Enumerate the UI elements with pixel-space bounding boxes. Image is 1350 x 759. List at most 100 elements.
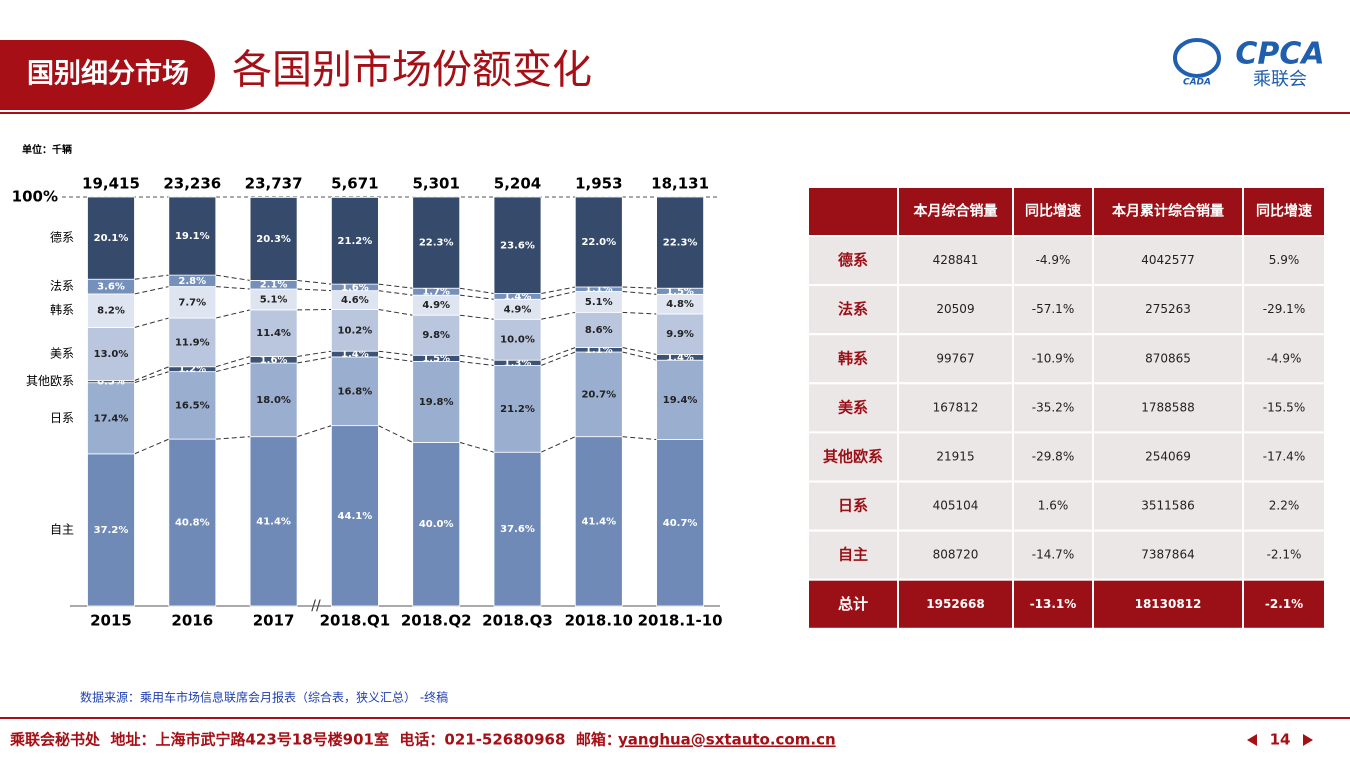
connector [622, 436, 657, 441]
value-label: 37.6% [500, 524, 535, 535]
table-text: 总计 [838, 595, 868, 613]
connector [622, 347, 657, 355]
value-label: 40.8% [175, 518, 210, 529]
table-cell [1242, 186, 1326, 237]
total-label: 5,204 [494, 175, 541, 193]
table-text: -2.1% [1267, 548, 1302, 562]
table-text: 428841 [933, 253, 979, 267]
table-text: 7387864 [1141, 548, 1194, 562]
bar-segment [493, 318, 542, 361]
value-label: 1.3% [504, 358, 532, 369]
table-cell [1012, 529, 1094, 581]
bar-segment [249, 197, 298, 281]
connector [378, 283, 413, 289]
next-arrow[interactable] [1303, 734, 1313, 746]
value-label: 22.0% [581, 237, 616, 248]
table-text: 其他欧系 [823, 447, 883, 465]
table-text: -14.7% [1032, 548, 1074, 562]
connector [459, 360, 495, 367]
connector [134, 438, 169, 455]
header-title: 各国别市场份额变化 [232, 47, 592, 93]
table-cell [807, 578, 899, 630]
x-tick-label: 2015 [90, 612, 132, 630]
total-label: 1,953 [575, 175, 622, 193]
table-text: 167812 [933, 400, 979, 414]
table-cell [1092, 578, 1244, 630]
value-label: 1.1% [585, 345, 613, 356]
bar-segment [87, 196, 135, 280]
table-text: -2.1% [1265, 597, 1303, 611]
value-label: 22.3% [419, 238, 454, 249]
table-text: 21915 [936, 449, 974, 463]
table-text: 美系 [838, 398, 868, 416]
connector [215, 362, 251, 373]
connector [378, 290, 413, 296]
table-cell [1242, 235, 1326, 287]
table-text: -4.9% [1036, 253, 1071, 267]
connector [540, 436, 576, 453]
value-label: 1.1% [585, 284, 613, 295]
bar-segment [656, 439, 704, 607]
value-label: 11.9% [175, 337, 210, 348]
connector [622, 311, 657, 315]
value-label: 2.8% [178, 276, 206, 287]
table-text: 德系 [838, 251, 868, 269]
value-label: 16.5% [175, 400, 210, 411]
header-tag: 国别细分市场 [27, 58, 189, 90]
table-cell [1012, 431, 1094, 483]
prev-arrow[interactable] [1247, 734, 1257, 746]
connector [297, 279, 332, 285]
table-cell [897, 480, 1014, 532]
table-text: 3511586 [1141, 499, 1194, 513]
table-text: 韩系 [838, 349, 868, 367]
x-tick-label: 2018.1-10 [638, 612, 723, 630]
value-label: 1.6% [341, 282, 369, 293]
value-label: 1.7% [422, 287, 450, 298]
header-tab [0, 40, 215, 110]
value-label: 1.6% [260, 355, 288, 366]
legend-label: 其他欧系 [26, 374, 74, 388]
value-label: 13.0% [94, 349, 129, 360]
x-tick-label: 2018.Q2 [401, 612, 472, 630]
bar-segment [87, 327, 135, 382]
table-cell [897, 186, 1014, 237]
bar-segment [330, 425, 379, 607]
unit-label: 单位：千辆 [22, 143, 72, 156]
value-label: 10.0% [500, 335, 535, 346]
bar-segment [493, 365, 542, 453]
value-label: 19.4% [663, 395, 698, 406]
bar-segment [412, 314, 461, 356]
bar-segment [574, 311, 623, 348]
bar-segment [168, 371, 217, 440]
table-cell [1242, 333, 1326, 385]
value-label: 21.2% [338, 236, 373, 247]
total-label: 5,301 [412, 175, 459, 193]
value-label: 41.4% [581, 516, 616, 527]
footer-email[interactable]: yanghua@sxtauto.com.cn [618, 731, 836, 749]
bar-segment [168, 317, 217, 368]
bar-segment [87, 293, 135, 328]
connector [297, 288, 332, 292]
value-label: 44.1% [338, 511, 373, 522]
table-text: 同比增速 [1025, 203, 1081, 220]
bar-segment [412, 196, 461, 289]
connector [459, 314, 495, 320]
connector [297, 356, 332, 364]
x-tick-label: 2016 [171, 612, 213, 630]
value-label: 9.8% [422, 330, 450, 341]
table-cell [1012, 578, 1094, 630]
table-text: 5.9% [1269, 253, 1300, 267]
legend-label: 法系 [50, 279, 74, 293]
table-cell [807, 382, 899, 434]
bar-segment [574, 436, 623, 607]
bar-segment [168, 196, 217, 276]
logo-emblem [1173, 38, 1221, 78]
table-text: -15.5% [1263, 400, 1305, 414]
connector [540, 311, 576, 320]
y-tick-label: 100% [12, 188, 58, 206]
value-label: 41.4% [256, 516, 291, 527]
bar-segment [330, 197, 379, 285]
table-text: 20509 [936, 302, 974, 316]
table-cell [1242, 284, 1326, 336]
bar-segment [412, 361, 461, 443]
